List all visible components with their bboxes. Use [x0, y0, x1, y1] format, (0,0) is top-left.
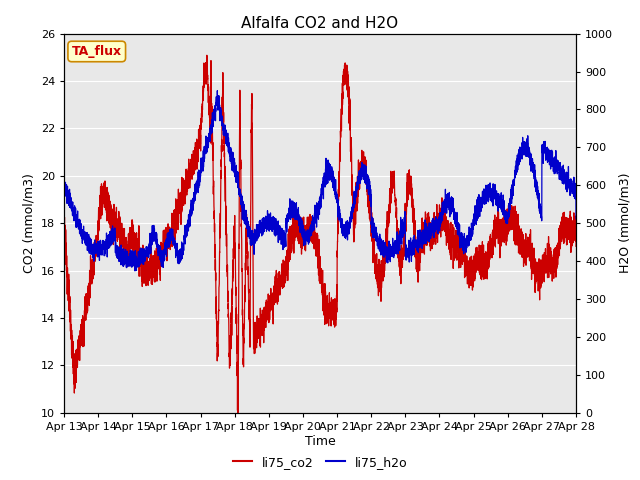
li75_h2o: [153, 243, 161, 249]
Y-axis label: H2O (mmol/m3): H2O (mmol/m3): [619, 173, 632, 274]
Line: li75_co2: li75_co2: [64, 55, 576, 413]
li75_co2: [394, 223, 401, 229]
li75_co2: [367, 225, 375, 230]
li75_co2: [60, 229, 68, 235]
li75_h2o: [394, 236, 401, 242]
li75_h2o: [131, 268, 139, 274]
li75_h2o: [60, 181, 68, 187]
Y-axis label: CO2 (mmol/m3): CO2 (mmol/m3): [22, 173, 35, 273]
li75_h2o: [367, 222, 375, 228]
Legend: li75_co2, li75_h2o: li75_co2, li75_h2o: [228, 451, 412, 474]
li75_h2o: [481, 199, 489, 204]
li75_co2: [481, 267, 489, 273]
li75_co2: [256, 318, 264, 324]
X-axis label: Time: Time: [305, 434, 335, 448]
Title: Alfalfa CO2 and H2O: Alfalfa CO2 and H2O: [241, 16, 399, 31]
li75_h2o: [214, 88, 221, 94]
Line: li75_h2o: li75_h2o: [64, 91, 576, 271]
li75_co2: [203, 52, 211, 58]
li75_h2o: [256, 218, 264, 224]
li75_co2: [234, 410, 242, 416]
li75_h2o: [572, 216, 580, 222]
li75_co2: [442, 223, 450, 229]
Text: TA_flux: TA_flux: [72, 45, 122, 58]
li75_co2: [153, 264, 161, 270]
li75_co2: [572, 243, 580, 249]
li75_h2o: [442, 204, 450, 209]
